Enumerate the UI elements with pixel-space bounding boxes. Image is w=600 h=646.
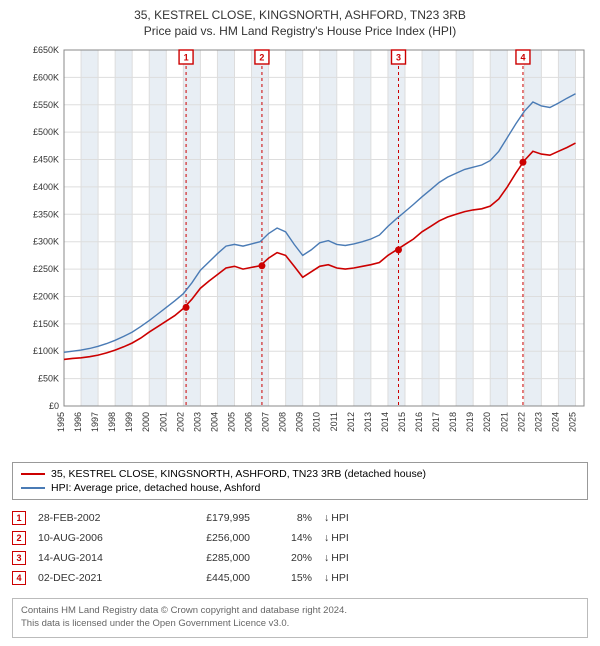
svg-text:£200K: £200K (33, 291, 59, 301)
chart-titles: 35, KESTREL CLOSE, KINGSNORTH, ASHFORD, … (12, 8, 588, 38)
down-arrow-icon: ↓ (324, 572, 329, 584)
down-arrow-icon: ↓ (324, 512, 329, 524)
legend: 35, KESTREL CLOSE, KINGSNORTH, ASHFORD, … (12, 462, 588, 500)
svg-text:2010: 2010 (312, 412, 322, 432)
svg-text:2000: 2000 (141, 412, 151, 432)
svg-text:£0: £0 (49, 401, 59, 411)
sales-row-1: 1 28-FEB-2002 £179,995 8% ↓ HPI (12, 508, 588, 528)
svg-text:2022: 2022 (516, 412, 526, 432)
svg-text:2014: 2014 (380, 412, 390, 432)
svg-text:3: 3 (396, 53, 401, 63)
svg-text:1995: 1995 (56, 412, 66, 432)
svg-text:2018: 2018 (448, 412, 458, 432)
sale-price-4: £445,000 (160, 572, 250, 584)
svg-text:£650K: £650K (33, 46, 59, 55)
svg-text:2005: 2005 (226, 412, 236, 432)
svg-text:2006: 2006 (244, 412, 254, 432)
sale-pct-3: 20% (262, 552, 312, 564)
legend-swatch-1 (21, 473, 45, 475)
down-arrow-icon: ↓ (324, 532, 329, 544)
svg-text:2009: 2009 (295, 412, 305, 432)
svg-text:£150K: £150K (33, 319, 59, 329)
sale-date-2: 10-AUG-2006 (38, 532, 148, 544)
chart-area: 1 2 3 4 £0 £50K £100K £150K £200K £250K £300K £350K… (12, 46, 588, 456)
svg-text:4: 4 (520, 53, 525, 63)
svg-text:2008: 2008 (278, 412, 288, 432)
svg-text:£450K: £450K (33, 155, 59, 165)
svg-text:2016: 2016 (414, 412, 424, 432)
legend-label-2: HPI: Average price, detached house, Ashf… (51, 482, 260, 494)
attribution-footer: Contains HM Land Registry data © Crown c… (12, 598, 588, 638)
svg-text:£400K: £400K (33, 182, 59, 192)
sale-pct-1: 8% (262, 512, 312, 524)
svg-text:1996: 1996 (73, 412, 83, 432)
svg-text:2015: 2015 (397, 412, 407, 432)
legend-item-2: HPI: Average price, detached house, Ashf… (21, 481, 579, 495)
svg-text:£600K: £600K (33, 72, 59, 82)
svg-text:£50K: £50K (38, 374, 59, 384)
svg-text:2021: 2021 (499, 412, 509, 432)
svg-text:2019: 2019 (465, 412, 475, 432)
marker-box-1: 1 (12, 511, 26, 525)
sale-pct-4: 15% (262, 572, 312, 584)
sale-hpi-2: ↓ HPI (324, 532, 349, 544)
svg-text:£550K: £550K (33, 100, 59, 110)
footer-line1: Contains HM Land Registry data © Crown c… (21, 605, 579, 618)
sale-hpi-3: ↓ HPI (324, 552, 349, 564)
svg-text:1998: 1998 (107, 412, 117, 432)
svg-text:2007: 2007 (261, 412, 271, 432)
svg-text:2004: 2004 (209, 412, 219, 432)
svg-text:£500K: £500K (33, 127, 59, 137)
sales-table: 1 28-FEB-2002 £179,995 8% ↓ HPI 2 10-AUG… (12, 508, 588, 588)
sale-price-2: £256,000 (160, 532, 250, 544)
sale-price-1: £179,995 (160, 512, 250, 524)
svg-text:£100K: £100K (33, 346, 59, 356)
svg-text:2025: 2025 (567, 412, 577, 432)
sale-price-3: £285,000 (160, 552, 250, 564)
sales-row-4: 4 02-DEC-2021 £445,000 15% ↓ HPI (12, 568, 588, 588)
svg-text:2020: 2020 (482, 412, 492, 432)
sale-hpi-4: ↓ HPI (324, 572, 349, 584)
legend-label-1: 35, KESTREL CLOSE, KINGSNORTH, ASHFORD, … (51, 468, 426, 480)
svg-text:2003: 2003 (192, 412, 202, 432)
sale-hpi-1: ↓ HPI (324, 512, 349, 524)
legend-swatch-2 (21, 487, 45, 489)
svg-text:2012: 2012 (346, 412, 356, 432)
legend-item-1: 35, KESTREL CLOSE, KINGSNORTH, ASHFORD, … (21, 467, 579, 481)
svg-text:2001: 2001 (158, 412, 168, 432)
sale-date-4: 02-DEC-2021 (38, 572, 148, 584)
svg-text:2011: 2011 (329, 412, 339, 431)
sales-row-3: 3 14-AUG-2014 £285,000 20% ↓ HPI (12, 548, 588, 568)
svg-text:2023: 2023 (533, 412, 543, 432)
svg-text:£300K: £300K (33, 237, 59, 247)
svg-text:1999: 1999 (124, 412, 134, 432)
svg-text:2002: 2002 (175, 412, 185, 432)
svg-text:2: 2 (259, 53, 264, 63)
svg-text:£250K: £250K (33, 264, 59, 274)
svg-text:1997: 1997 (90, 412, 100, 432)
marker-box-2: 2 (12, 531, 26, 545)
svg-text:2013: 2013 (363, 412, 373, 432)
title-line2: Price paid vs. HM Land Registry's House … (12, 24, 588, 38)
sale-date-1: 28-FEB-2002 (38, 512, 148, 524)
sale-pct-2: 14% (262, 532, 312, 544)
marker-box-3: 3 (12, 551, 26, 565)
line-chart-svg: 1 2 3 4 £0 £50K £100K £150K £200K £250K £300K £350K… (12, 46, 588, 456)
svg-text:£350K: £350K (33, 209, 59, 219)
marker-box-4: 4 (12, 571, 26, 585)
sale-date-3: 14-AUG-2014 (38, 552, 148, 564)
title-line1: 35, KESTREL CLOSE, KINGSNORTH, ASHFORD, … (12, 8, 588, 22)
down-arrow-icon: ↓ (324, 552, 329, 564)
svg-text:1: 1 (184, 53, 189, 63)
svg-text:2017: 2017 (431, 412, 441, 432)
sales-row-2: 2 10-AUG-2006 £256,000 14% ↓ HPI (12, 528, 588, 548)
svg-text:2024: 2024 (550, 412, 560, 432)
